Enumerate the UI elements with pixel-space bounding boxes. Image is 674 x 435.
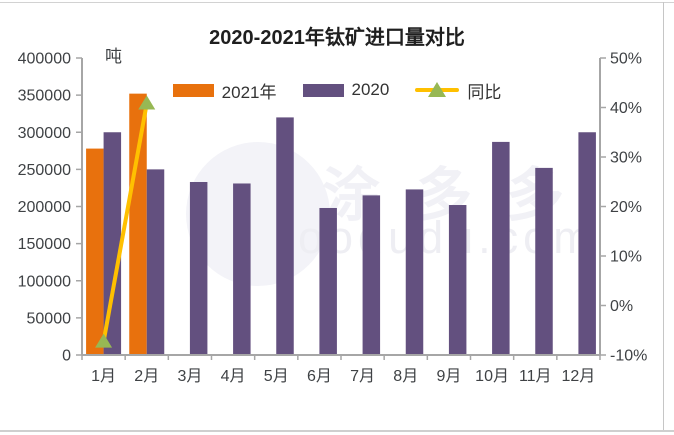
- x-tick-label-10月: 10月: [475, 368, 509, 385]
- legend-yoy-triangle-icon: [428, 82, 447, 97]
- x-tick-label-2月: 2月: [134, 368, 159, 385]
- right-tick-label-40%: 40%: [610, 100, 642, 117]
- left-tick-label-0: 0: [62, 348, 71, 365]
- left-tick-label-50000: 50000: [27, 310, 72, 327]
- left-tick-label-350000: 350000: [18, 88, 71, 105]
- x-tick-label-7月: 7月: [350, 368, 375, 385]
- legend-item-2021: 2021年: [172, 78, 277, 103]
- left-tick-label-400000: 400000: [18, 51, 71, 68]
- x-tick-label-11月: 11月: [519, 368, 552, 385]
- right-tick-label-10%: 10%: [610, 249, 642, 266]
- left-tick-label-200000: 200000: [18, 199, 71, 216]
- x-tick-label-12月: 12月: [562, 368, 596, 385]
- x-tick-label-1月: 1月: [91, 368, 116, 385]
- x-tick-label-9月: 9月: [436, 368, 461, 385]
- frame-border-bottom: [0, 430, 674, 432]
- left-axis-unit-label: 吨: [105, 47, 122, 66]
- bar-2020-8月: [405, 189, 424, 355]
- bar-2020-1月: [103, 132, 122, 355]
- left-tick-label-100000: 100000: [18, 273, 71, 290]
- bar-2020-5月: [276, 117, 294, 356]
- legend-yoy-symbol: [415, 82, 460, 98]
- legend-swatch-2021: [172, 83, 214, 97]
- bar-2020-7月: [362, 195, 381, 355]
- left-tick-label-250000: 250000: [18, 162, 71, 179]
- right-tick-label-20%: 20%: [610, 199, 642, 216]
- x-tick-label-6月: 6月: [307, 368, 332, 385]
- yoy-marker-2月: [138, 95, 156, 110]
- bar-2020-2月: [146, 169, 165, 355]
- legend-swatch-2020: [302, 83, 344, 97]
- legend: 2021年 2020 同比: [0, 78, 674, 103]
- yoy-line: [101, 103, 149, 342]
- left-tick-label-150000: 150000: [18, 236, 71, 253]
- bar-2020-6月: [319, 207, 337, 355]
- x-tick-label-8月: 8月: [393, 368, 418, 385]
- watermark-logo-circle: [186, 142, 330, 286]
- x-tick-label-5月: 5月: [264, 368, 289, 385]
- bar-2020-12月: [578, 132, 596, 355]
- legend-label-yoy: 同比: [467, 82, 502, 102]
- x-tick-label-3月: 3月: [177, 368, 202, 385]
- right-tick-label-30%: 30%: [610, 150, 642, 167]
- yoy-marker-1月: [95, 333, 113, 348]
- bar-2020-9月: [448, 205, 467, 355]
- right-tick-label-50%: 50%: [610, 51, 642, 68]
- bar-2021年-1月: [86, 148, 104, 355]
- bar-2020-10月: [492, 141, 510, 355]
- legend-label-2020: 2020: [351, 80, 390, 99]
- frame-border-right: [663, 2, 664, 431]
- legend-item-yoy: 同比: [415, 78, 501, 103]
- x-tick-label-4月: 4月: [221, 368, 246, 385]
- watermark-logo-text: 涂多多: [322, 163, 599, 228]
- bar-2020-11月: [535, 167, 553, 355]
- chart-title: 2020-2021年钛矿进口量对比: [209, 27, 465, 49]
- bar-2020-3月: [189, 181, 208, 355]
- bar-2021年-2月: [129, 93, 147, 355]
- frame-border-top: [0, 2, 674, 3]
- legend-item-2020: 2020: [302, 80, 390, 100]
- right-tick-label-0%: 0%: [610, 298, 633, 315]
- left-tick-label-300000: 300000: [18, 125, 71, 142]
- bar-2020-4月: [233, 183, 251, 355]
- legend-label-2021: 2021年: [221, 82, 277, 102]
- right-tick-label--10%: -10%: [610, 348, 647, 365]
